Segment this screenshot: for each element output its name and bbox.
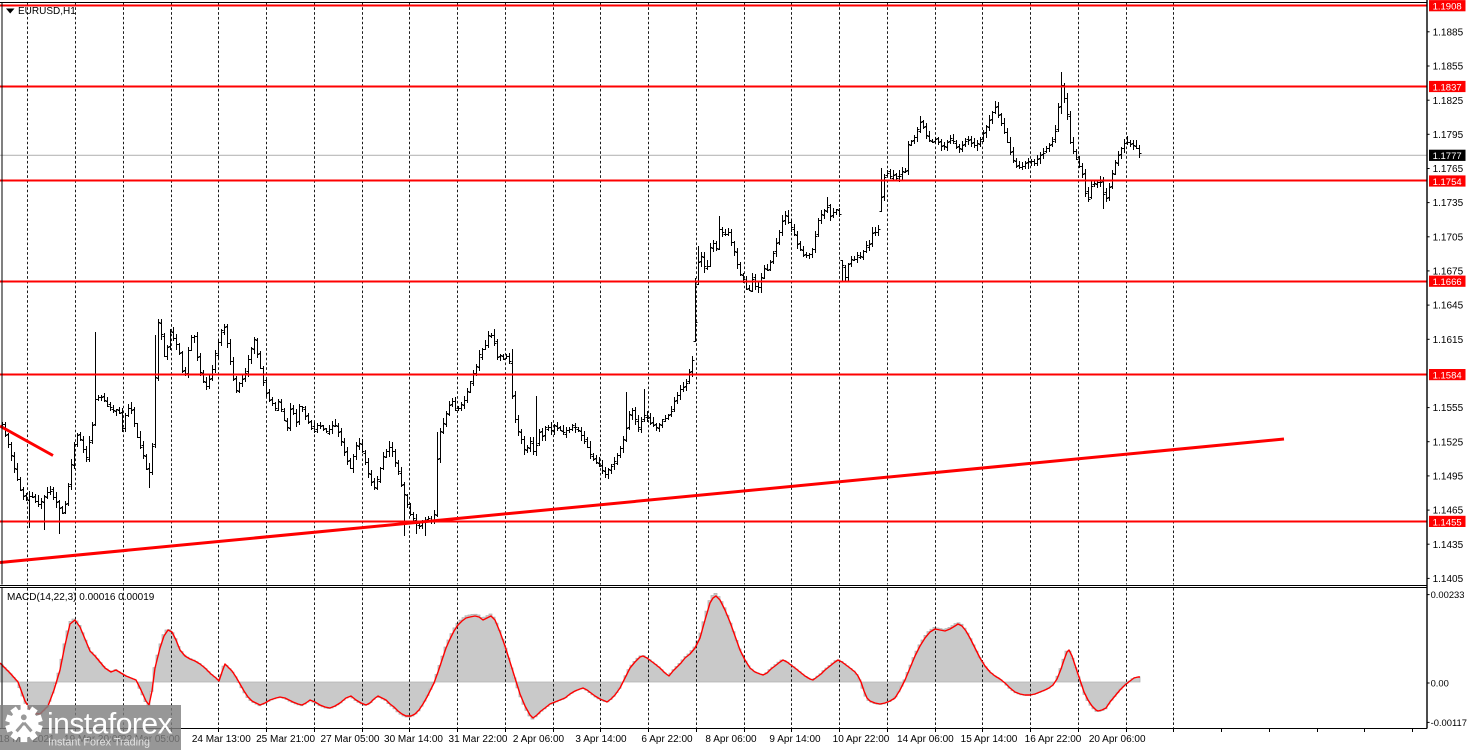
svg-text:1.1837: 1.1837 [1433, 82, 1462, 93]
svg-text:1.1525: 1.1525 [1433, 437, 1464, 448]
svg-text:30 Mar 14:00: 30 Mar 14:00 [384, 734, 443, 745]
svg-text:14 Apr 06:00: 14 Apr 06:00 [897, 734, 954, 745]
svg-text:1.1555: 1.1555 [1433, 403, 1464, 414]
svg-text:3 Apr 14:00: 3 Apr 14:00 [575, 734, 627, 745]
svg-text:1.1495: 1.1495 [1433, 472, 1464, 483]
svg-text:1.1855: 1.1855 [1433, 62, 1464, 73]
svg-text:1.1765: 1.1765 [1433, 164, 1464, 175]
svg-text:1.1675: 1.1675 [1433, 267, 1464, 278]
svg-text:instaforex: instaforex [47, 708, 173, 741]
svg-text:-0.00117: -0.00117 [1431, 717, 1467, 728]
svg-text:15 Apr 14:00: 15 Apr 14:00 [961, 734, 1018, 745]
svg-text:1.1705: 1.1705 [1433, 232, 1464, 243]
svg-text:EURUSD,H1: EURUSD,H1 [18, 6, 76, 17]
svg-text:1.1615: 1.1615 [1433, 335, 1464, 346]
svg-text:MACD(14,22,3) 0.00016 0.00019: MACD(14,22,3) 0.00016 0.00019 [7, 592, 155, 603]
svg-text:1.1735: 1.1735 [1433, 198, 1464, 209]
svg-text:1.1908: 1.1908 [1433, 2, 1462, 13]
svg-text:1.1465: 1.1465 [1433, 506, 1464, 517]
svg-text:2 Apr 06:00: 2 Apr 06:00 [513, 734, 565, 745]
svg-text:1.1885: 1.1885 [1433, 27, 1464, 38]
svg-text:8 Apr 06:00: 8 Apr 06:00 [705, 734, 757, 745]
svg-text:10 Apr 22:00: 10 Apr 22:00 [833, 734, 890, 745]
svg-text:Instant Forex Trading: Instant Forex Trading [48, 737, 150, 749]
svg-text:16 Apr 22:00: 16 Apr 22:00 [1025, 734, 1082, 745]
svg-text:27 Mar 05:00: 27 Mar 05:00 [321, 734, 380, 745]
svg-text:9 Apr 14:00: 9 Apr 14:00 [769, 734, 821, 745]
svg-text:1.1777: 1.1777 [1433, 151, 1462, 162]
svg-text:1.1455: 1.1455 [1433, 517, 1462, 528]
svg-text:0.00233: 0.00233 [1431, 589, 1465, 600]
svg-text:1.1754: 1.1754 [1433, 177, 1462, 188]
svg-text:1.1645: 1.1645 [1433, 301, 1464, 312]
svg-text:31 Mar 22:00: 31 Mar 22:00 [449, 734, 508, 745]
svg-text:1.1405: 1.1405 [1433, 574, 1464, 585]
svg-text:24 Mar 13:00: 24 Mar 13:00 [192, 734, 251, 745]
svg-text:6 Apr 22:00: 6 Apr 22:00 [641, 734, 693, 745]
svg-text:1.1666: 1.1666 [1433, 277, 1462, 288]
svg-text:1.1435: 1.1435 [1433, 540, 1464, 551]
svg-text:25 Mar 21:00: 25 Mar 21:00 [256, 734, 315, 745]
svg-text:1.1795: 1.1795 [1433, 130, 1464, 141]
svg-text:20 Apr 06:00: 20 Apr 06:00 [1089, 734, 1146, 745]
svg-text:1.1825: 1.1825 [1433, 96, 1464, 107]
svg-text:1.1584: 1.1584 [1433, 371, 1462, 382]
svg-text:0.00: 0.00 [1431, 678, 1449, 689]
